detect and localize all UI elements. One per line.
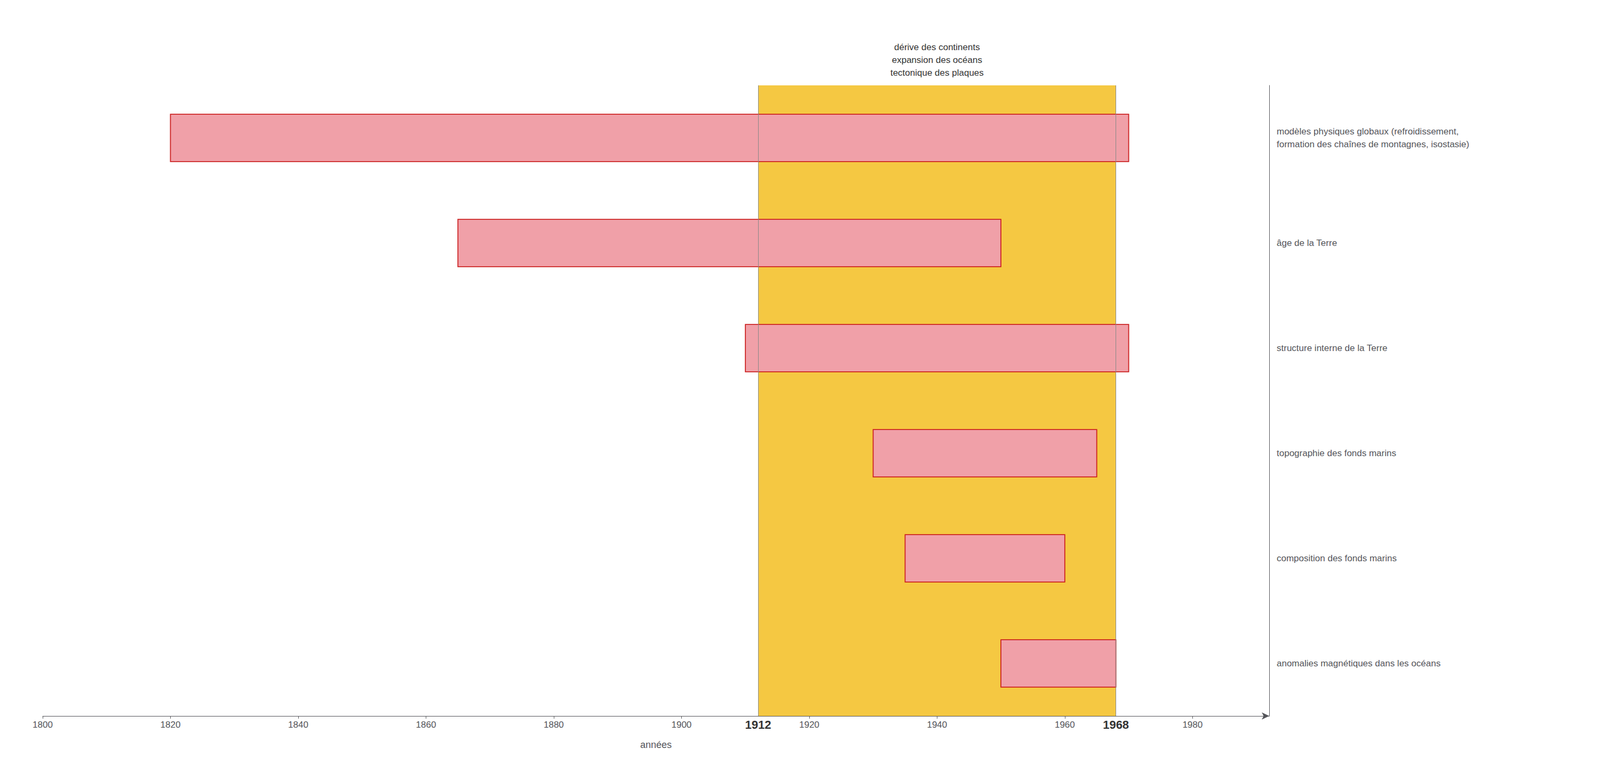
svg-text:1880: 1880 <box>543 719 564 730</box>
svg-text:anomalies magnétiques dans les: anomalies magnétiques dans les océans <box>1276 658 1441 669</box>
svg-text:1820: 1820 <box>160 719 181 730</box>
svg-text:dérive des continents: dérive des continents <box>894 42 981 53</box>
svg-text:topographie des fonds marins: topographie des fonds marins <box>1276 448 1397 459</box>
svg-text:1980: 1980 <box>1182 719 1203 730</box>
svg-text:1912: 1912 <box>745 718 772 732</box>
svg-text:1800: 1800 <box>32 719 53 730</box>
svg-text:composition des fonds marins: composition des fonds marins <box>1276 553 1397 564</box>
svg-text:années: années <box>640 739 672 751</box>
svg-text:expansion des océans: expansion des océans <box>892 54 983 66</box>
svg-text:1920: 1920 <box>799 719 820 730</box>
svg-text:1840: 1840 <box>288 719 309 730</box>
svg-text:1968: 1968 <box>1102 718 1129 732</box>
svg-text:structure interne de la Terre: structure interne de la Terre <box>1276 343 1388 354</box>
svg-text:1960: 1960 <box>1054 719 1076 730</box>
svg-text:1900: 1900 <box>671 719 692 730</box>
svg-text:formation des chaînes de monta: formation des chaînes de montagnes, isos… <box>1276 139 1470 150</box>
svg-text:1940: 1940 <box>926 719 947 730</box>
svg-text:tectonique des plaques: tectonique des plaques <box>890 67 984 78</box>
svg-text:1860: 1860 <box>416 719 437 730</box>
svg-text:modèles physiques globaux (ref: modèles physiques globaux (refroidisseme… <box>1276 126 1459 137</box>
svg-text:âge de la Terre: âge de la Terre <box>1276 237 1337 249</box>
